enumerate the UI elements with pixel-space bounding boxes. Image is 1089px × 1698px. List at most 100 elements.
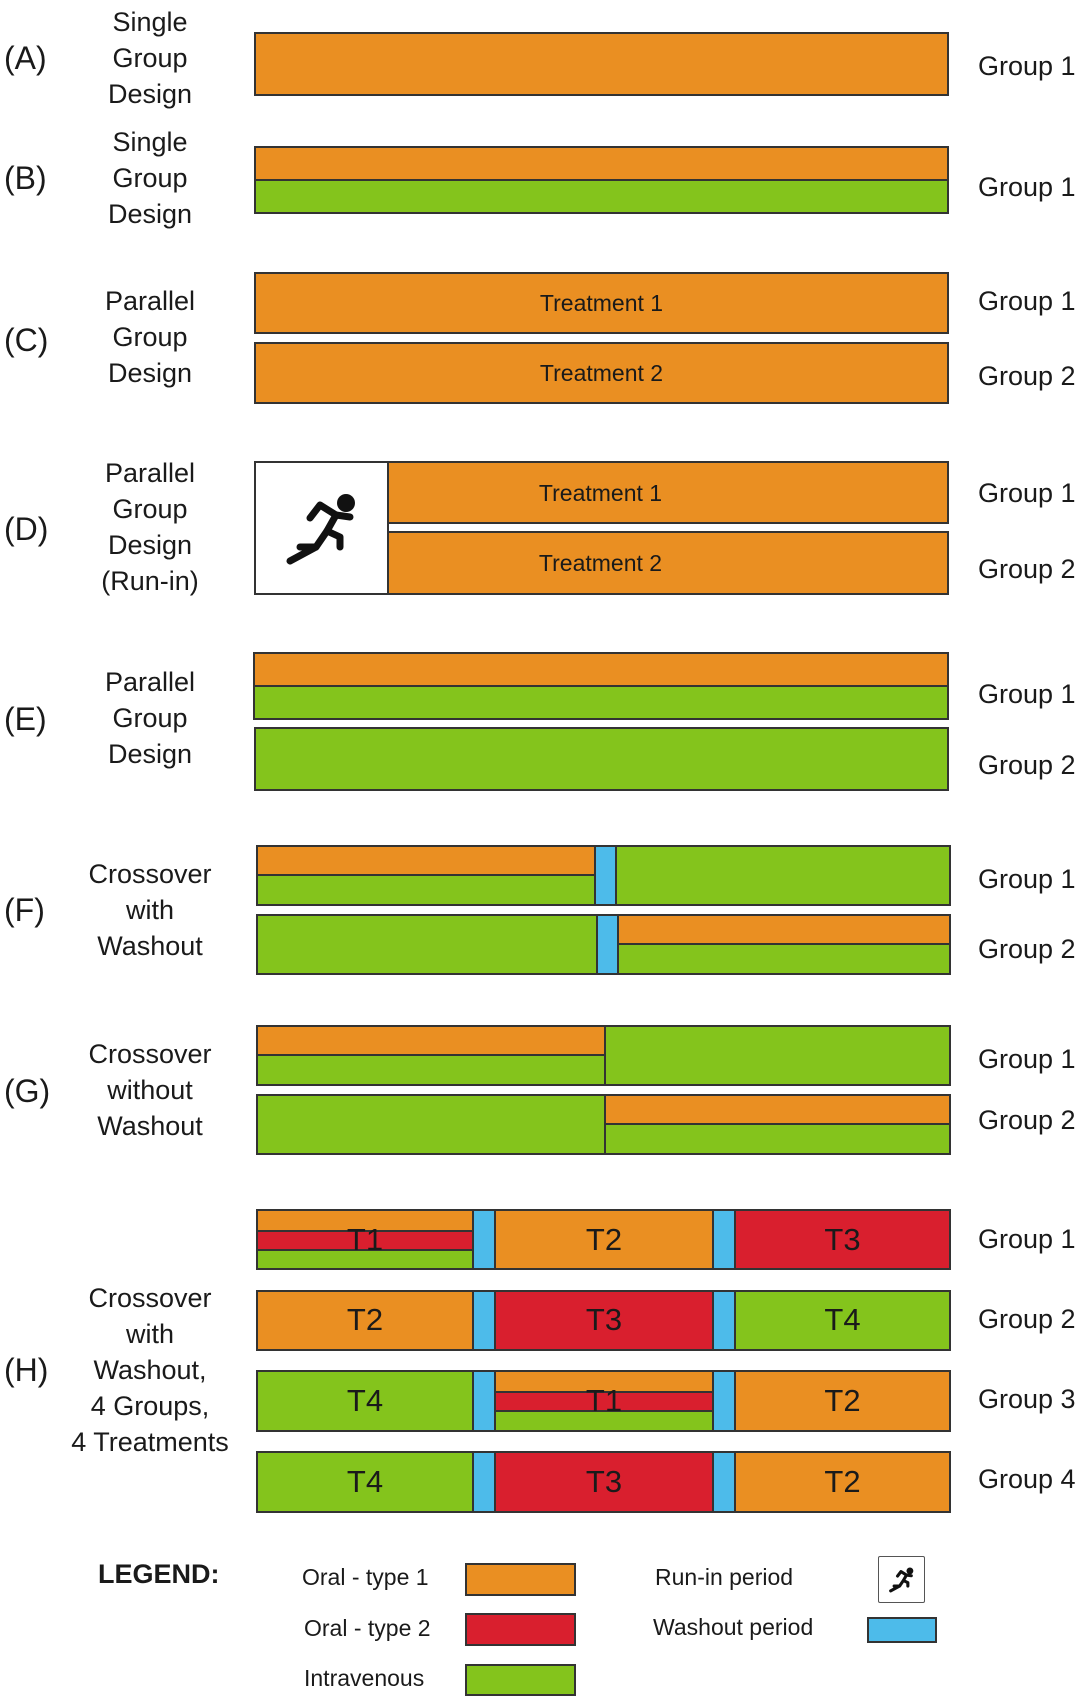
treatment-h-g1-3: T3 bbox=[824, 1222, 861, 1257]
bar-e-group1-iv bbox=[253, 685, 949, 720]
bar-b-group1-oral1 bbox=[254, 146, 949, 181]
bar-e-group2-iv bbox=[254, 727, 949, 791]
bar-h-g4-t4 bbox=[256, 1451, 474, 1513]
treatment-label-d1: Treatment 1 bbox=[538, 480, 663, 506]
bar-h-g4-washout1 bbox=[472, 1451, 496, 1513]
design-label-d: Parallel Group Design (Run-in) bbox=[101, 458, 199, 596]
bar-h-g1-t3 bbox=[734, 1209, 951, 1270]
bar-h-g3-t4 bbox=[256, 1370, 474, 1432]
bar-c-group2 bbox=[254, 342, 949, 404]
bar-g-group2-p1-iv bbox=[256, 1094, 606, 1155]
legend-swatch-oral1 bbox=[465, 1563, 576, 1596]
group-label-f1: Group 1 bbox=[978, 864, 1076, 894]
bar-f-group1-p2-iv bbox=[615, 845, 951, 906]
bar-a-group1-oral1 bbox=[254, 32, 949, 96]
bar-d-group2 bbox=[387, 531, 949, 595]
treatment-label-c2: Treatment 2 bbox=[539, 360, 664, 386]
group-label-d2: Group 2 bbox=[978, 554, 1076, 584]
bar-c-group1 bbox=[254, 272, 949, 334]
bar-h-g4-washout2 bbox=[712, 1451, 736, 1513]
bar-h-g1-washout2 bbox=[712, 1209, 736, 1270]
bar-e-group1-oral1 bbox=[253, 652, 949, 687]
design-label-c: Parallel Group Design bbox=[104, 286, 196, 388]
bar-f-group1-p1-oral1 bbox=[256, 845, 596, 876]
bar-g-group1-p2-iv bbox=[604, 1025, 951, 1086]
group-label-h4: Group 4 bbox=[978, 1464, 1076, 1494]
treatment-h-g1-2: T2 bbox=[585, 1222, 623, 1257]
bar-h-g3-t2 bbox=[734, 1370, 951, 1432]
design-label-b: Single Group Design bbox=[107, 127, 193, 229]
bar-h-g2-t3 bbox=[494, 1290, 714, 1351]
panel-letter-a: (A) bbox=[4, 40, 47, 76]
design-label-g: Crossover without Washout bbox=[88, 1039, 212, 1141]
treatment-h-g3-2: T1 bbox=[585, 1383, 623, 1418]
bar-h-g4-t2 bbox=[734, 1451, 951, 1513]
group-label-d1: Group 1 bbox=[978, 478, 1076, 508]
treatment-h-g2-2: T3 bbox=[585, 1302, 623, 1337]
group-label-c1: Group 1 bbox=[978, 286, 1076, 316]
bar-h-g2-washout1 bbox=[472, 1290, 496, 1351]
treatment-h-g1-1: T1 bbox=[346, 1222, 384, 1257]
bar-f-group2-p2-oral1 bbox=[617, 914, 951, 945]
panel-letter-e: (E) bbox=[4, 701, 47, 737]
legend-swatch-runin bbox=[878, 1556, 925, 1603]
bar-g-group2-p2-oral1 bbox=[604, 1094, 951, 1125]
group-label-e1: Group 1 bbox=[978, 679, 1076, 709]
bar-f-group2-p2-iv bbox=[617, 943, 951, 975]
legend-label-oral2: Oral - type 2 bbox=[304, 1615, 431, 1641]
bar-g-group1-p1-oral1 bbox=[256, 1025, 606, 1056]
design-label-f: Crossover with Washout bbox=[88, 859, 212, 961]
group-label-g2: Group 2 bbox=[978, 1105, 1076, 1135]
bar-h-g3-washout2 bbox=[712, 1370, 736, 1432]
bar-h-g4-t3 bbox=[494, 1451, 714, 1513]
bar-h-g2-t2 bbox=[256, 1290, 474, 1351]
panel-letter-g: (G) bbox=[4, 1073, 51, 1109]
panel-letter-d: (D) bbox=[4, 511, 49, 547]
group-label-f2: Group 2 bbox=[978, 934, 1076, 964]
group-label-b1: Group 1 bbox=[978, 172, 1076, 202]
treatment-h-g3-1: T4 bbox=[346, 1383, 384, 1418]
legend-swatch-oral2 bbox=[465, 1613, 576, 1646]
design-label-e: Parallel Group Design bbox=[104, 667, 196, 769]
bar-f-group1-p1-iv bbox=[256, 874, 596, 906]
treatment-h-g3-3: T2 bbox=[824, 1383, 861, 1418]
runner-icon bbox=[286, 494, 355, 565]
group-label-e2: Group 2 bbox=[978, 750, 1076, 780]
treatment-h-g2-1: T2 bbox=[346, 1302, 384, 1337]
design-label-a: Single Group Design bbox=[107, 7, 193, 109]
bar-h-g1-t2 bbox=[494, 1209, 714, 1270]
group-label-h3: Group 3 bbox=[978, 1384, 1076, 1414]
legend-label-washout: Washout period bbox=[653, 1614, 814, 1640]
legend-label-iv: Intravenous bbox=[304, 1665, 425, 1691]
bar-d-group1 bbox=[387, 461, 949, 524]
bar-h-g1-washout1 bbox=[472, 1209, 496, 1270]
treatment-h-g2-3: T4 bbox=[824, 1302, 861, 1337]
treatment-h-g4-2: T3 bbox=[585, 1464, 623, 1499]
bar-h-g3-washout1 bbox=[472, 1370, 496, 1432]
legend-swatch-iv bbox=[465, 1664, 576, 1696]
bar-g-group2-p2-iv bbox=[604, 1123, 951, 1155]
bar-f-group2-p1-iv bbox=[256, 914, 598, 975]
group-label-c2: Group 2 bbox=[978, 361, 1076, 391]
bar-h-g2-washout2 bbox=[712, 1290, 736, 1351]
panel-letter-h: (H) bbox=[4, 1352, 49, 1388]
runin-box bbox=[254, 461, 389, 595]
treatment-h-g4-3: T2 bbox=[824, 1464, 861, 1499]
legend-label-runin: Run-in period bbox=[655, 1564, 794, 1590]
group-label-h2: Group 2 bbox=[978, 1304, 1076, 1334]
bar-f-group1-washout bbox=[594, 845, 617, 906]
legend-swatch-washout bbox=[867, 1617, 937, 1643]
group-label-h1: Group 1 bbox=[978, 1224, 1076, 1254]
bar-g-group1-p1-iv bbox=[256, 1054, 606, 1086]
runner-icon bbox=[889, 1567, 914, 1593]
bar-f-group2-washout bbox=[596, 914, 619, 975]
bar-h-g2-t4 bbox=[734, 1290, 951, 1351]
panel-letter-c: (C) bbox=[4, 322, 49, 358]
panel-letter-b: (B) bbox=[4, 160, 47, 196]
treatment-h-g4-1: T4 bbox=[346, 1464, 384, 1499]
treatment-label-d2: Treatment 2 bbox=[538, 550, 663, 576]
panel-letter-f: (F) bbox=[4, 892, 45, 928]
design-label-h: Crossover with Washout, 4 Groups, 4 Treatmen… bbox=[71, 1283, 229, 1457]
treatment-label-c1: Treatment 1 bbox=[539, 290, 664, 316]
